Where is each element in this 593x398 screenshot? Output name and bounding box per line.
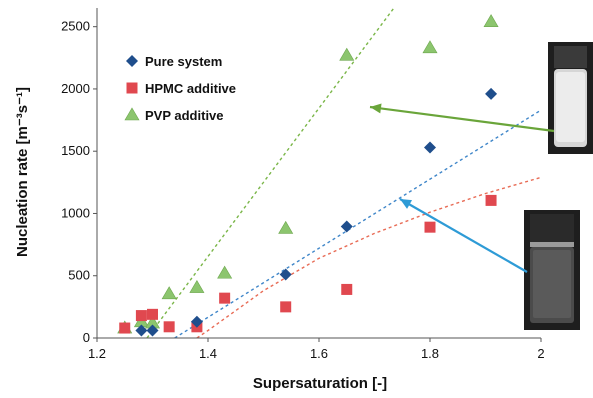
data-point-triangle — [189, 279, 205, 293]
x-tick-label: 1.4 — [199, 346, 217, 361]
vial-photo-pure — [524, 210, 580, 330]
vial-photo-pvp — [548, 42, 593, 154]
data-point-diamond — [424, 141, 436, 154]
data-point-square — [135, 310, 147, 322]
arrow-shaft — [369, 105, 555, 133]
legend-marker-square — [126, 82, 138, 94]
arrow-green — [369, 103, 555, 133]
y-tick-label: 1000 — [61, 205, 90, 220]
data-point-triangle — [278, 220, 294, 234]
x-tick-label: 1.2 — [88, 346, 106, 361]
y-tick-label: 2000 — [61, 81, 90, 96]
insets — [369, 42, 593, 330]
data-point-diamond — [340, 220, 353, 233]
y-tick-label: 500 — [68, 268, 90, 283]
trend-line-square — [196, 176, 541, 338]
arrow-shaft — [399, 198, 528, 273]
legend-label: HPMC additive — [145, 81, 236, 96]
data-point-diamond — [190, 315, 203, 328]
arrow-blue — [399, 198, 528, 273]
data-point-square — [163, 321, 175, 333]
trend-line-diamond — [174, 109, 541, 338]
data-point-square — [147, 308, 158, 320]
data-point-diamond — [135, 324, 148, 337]
plot-area — [146, 8, 541, 338]
data-point-triangle — [161, 286, 177, 300]
data-point-diamond — [146, 324, 159, 337]
data-point-square — [341, 283, 353, 295]
legend-marker-diamond — [126, 55, 138, 67]
legend-label: PVP additive — [145, 108, 224, 123]
data-point-triangle — [422, 40, 438, 54]
y-axis-title: Nucleation rate [m⁻³s⁻¹] — [14, 87, 31, 257]
legend: Pure system HPMC additive PVP additive — [124, 54, 236, 123]
x-tick-label: 2 — [537, 346, 544, 361]
axes: 0 500 1000 1500 2000 2500 1.2 1.4 1.6 1.8 2 — [61, 8, 545, 361]
data-point-square — [424, 221, 436, 233]
arrow-head — [370, 103, 382, 114]
legend-marker-triangle — [124, 107, 140, 121]
data-point-diamond — [279, 268, 292, 281]
vial-meniscus — [530, 242, 574, 247]
data-point-square — [219, 292, 231, 304]
vial-cap — [530, 214, 574, 242]
x-tick-label: 1.8 — [421, 346, 439, 361]
vial-contents — [533, 250, 571, 318]
arrow-head — [400, 199, 413, 209]
vial-contents — [556, 72, 585, 142]
data-point-diamond — [485, 87, 498, 100]
data-point-triangle — [217, 265, 233, 279]
data-point-triangle — [339, 47, 355, 61]
x-tick-label: 1.6 — [310, 346, 328, 361]
data-point-square — [280, 301, 292, 313]
y-tick-label: 2500 — [61, 19, 90, 34]
legend-label: Pure system — [145, 54, 222, 69]
x-axis-title: Supersaturation [-] — [253, 375, 387, 392]
data-point-square — [485, 194, 497, 206]
trend-line-triangle — [146, 8, 395, 338]
vial-cap — [554, 46, 587, 68]
data-point-square — [119, 322, 131, 334]
data-marks — [117, 14, 499, 337]
y-tick-label: 0 — [83, 330, 90, 345]
y-tick-label: 1500 — [61, 143, 90, 158]
data-point-triangle — [483, 14, 499, 27]
